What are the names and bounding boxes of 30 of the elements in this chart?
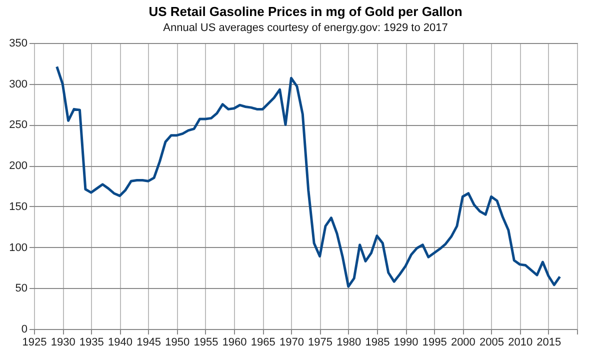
x-tick-label: 1940 bbox=[108, 336, 132, 348]
x-tick-label: 1995 bbox=[422, 336, 447, 348]
x-tick-label: 1970 bbox=[279, 336, 304, 348]
x-tick-label: 1935 bbox=[79, 336, 104, 348]
x-tick-label: 1960 bbox=[222, 336, 247, 348]
x-tick-label: 2005 bbox=[480, 336, 504, 348]
x-tick-label: 1975 bbox=[308, 336, 333, 348]
x-tick-label: 2010 bbox=[508, 336, 533, 348]
x-tick-label: 1930 bbox=[50, 336, 76, 348]
x-tick-label: 1985 bbox=[365, 336, 390, 348]
chart-title: US Retail Gasoline Prices in mg of Gold per Gallon bbox=[148, 4, 462, 19]
y-tick-label: 150 bbox=[9, 200, 28, 213]
y-tick-label: 300 bbox=[9, 78, 28, 90]
y-tick-label: 200 bbox=[9, 160, 28, 172]
y-tick-label: 0 bbox=[21, 324, 28, 336]
y-tick-label: 50 bbox=[15, 282, 28, 295]
x-tick-label: 1980 bbox=[336, 336, 362, 348]
x-tick-label: 1955 bbox=[194, 336, 218, 348]
x-tick-label: 2000 bbox=[450, 336, 476, 348]
y-tick-label: 350 bbox=[9, 38, 28, 50]
line-series bbox=[56, 65, 562, 288]
x-tick-label: 1950 bbox=[165, 336, 190, 348]
x-tick-label: 1990 bbox=[394, 336, 418, 348]
x-tick-label: 1965 bbox=[250, 336, 276, 348]
x-tick-label: 1945 bbox=[136, 336, 162, 348]
y-tick-label: 250 bbox=[9, 119, 28, 132]
x-tick-label: 1925 bbox=[22, 336, 47, 348]
x-tick-label: 2015 bbox=[536, 336, 562, 348]
y-tick-label: 100 bbox=[9, 242, 28, 254]
chart-subtitle: Annual US averages courtesy of energy.gov: 1929 to 2017 bbox=[163, 22, 448, 34]
